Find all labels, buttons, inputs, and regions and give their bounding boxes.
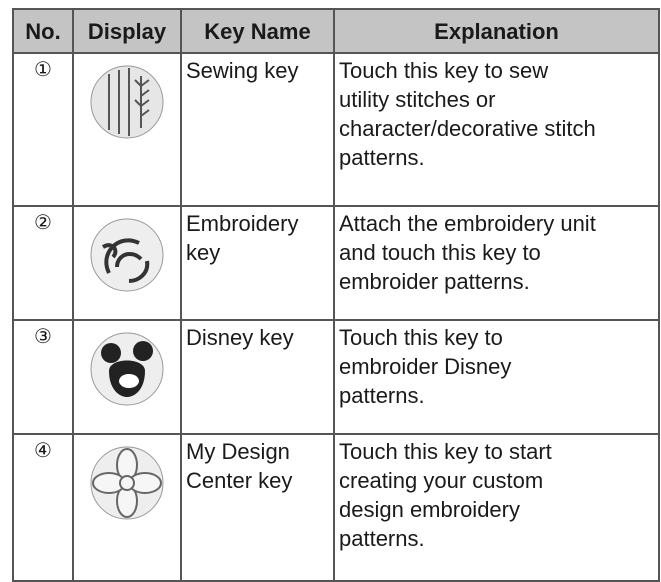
header-cell: No. bbox=[12, 8, 74, 54]
key-name-line: My Design bbox=[186, 439, 290, 464]
display-cell bbox=[72, 52, 182, 207]
table-row: ③ Disney key Touch this key to embroider Di… bbox=[12, 319, 660, 435]
number-cell: ① bbox=[12, 52, 74, 207]
number-cell: ④ bbox=[12, 433, 74, 582]
header-cell: Display bbox=[72, 8, 182, 54]
explanation-line: Touch this key to start bbox=[339, 439, 552, 464]
explanation-cell: Touch this key to sew utility stitches or… bbox=[333, 52, 660, 207]
key-name-line: Sewing key bbox=[186, 58, 299, 83]
explanation-line: patterns. bbox=[339, 526, 425, 551]
explanation-line: patterns. bbox=[339, 145, 425, 170]
explanation-line: character/decorative stitch bbox=[339, 116, 596, 141]
key-name-line: Disney key bbox=[186, 325, 294, 350]
key-name-cell: Sewing key bbox=[180, 52, 335, 207]
explanation-line: creating your custom bbox=[339, 468, 544, 493]
key-name-line: Embroidery bbox=[186, 211, 299, 236]
table-row: ② Embroidery key Attach the embroidery unit… bbox=[12, 205, 660, 321]
key-name-cell: My Design Center key bbox=[180, 433, 335, 582]
key-name-cell: Disney key bbox=[180, 319, 335, 435]
display-cell bbox=[72, 433, 182, 582]
explanation-line: Attach the embroidery unit bbox=[339, 211, 596, 236]
key-table: No. Display Key Name Explanation ① Sewing… bbox=[12, 8, 660, 582]
explanation-line: utility stitches or bbox=[339, 87, 496, 112]
explanation-line: Touch this key to sew bbox=[339, 58, 549, 83]
key-icon bbox=[90, 65, 164, 139]
key-name-line: key bbox=[186, 240, 221, 265]
page: No. Display Key Name Explanation ① Sewing… bbox=[12, 8, 660, 582]
key-name-line: Center key bbox=[186, 468, 293, 493]
header-cell: Key Name bbox=[180, 8, 335, 54]
table-row: ④ My Design Center key Touch this key to st… bbox=[12, 433, 660, 582]
display-cell bbox=[72, 319, 182, 435]
explanation-line: and touch this key to bbox=[339, 240, 541, 265]
table-body: ① Sewing key Touch this key to sew utility … bbox=[12, 52, 660, 582]
explanation-line: patterns. bbox=[339, 383, 425, 408]
number-cell: ② bbox=[12, 205, 74, 321]
number-cell: ③ bbox=[12, 319, 74, 435]
explanation-cell: Touch this key to embroider Disney pattern… bbox=[333, 319, 660, 435]
table-row: ① Sewing key Touch this key to sew utility … bbox=[12, 52, 660, 207]
header-row: No. Display Key Name Explanation bbox=[12, 8, 660, 54]
key-icon bbox=[90, 446, 164, 520]
explanation-line: Touch this key to bbox=[339, 325, 503, 350]
key-name-cell: Embroidery key bbox=[180, 205, 335, 321]
key-icon bbox=[90, 218, 164, 292]
explanation-cell: Attach the embroidery unit and touch this… bbox=[333, 205, 660, 321]
explanation-cell: Touch this key to start creating your cus… bbox=[333, 433, 660, 582]
key-icon bbox=[90, 332, 164, 406]
explanation-line: embroider Disney bbox=[339, 354, 512, 379]
explanation-line: design embroidery bbox=[339, 497, 520, 522]
display-cell bbox=[72, 205, 182, 321]
header-cell: Explanation bbox=[333, 8, 660, 54]
explanation-line: embroider patterns. bbox=[339, 269, 530, 294]
